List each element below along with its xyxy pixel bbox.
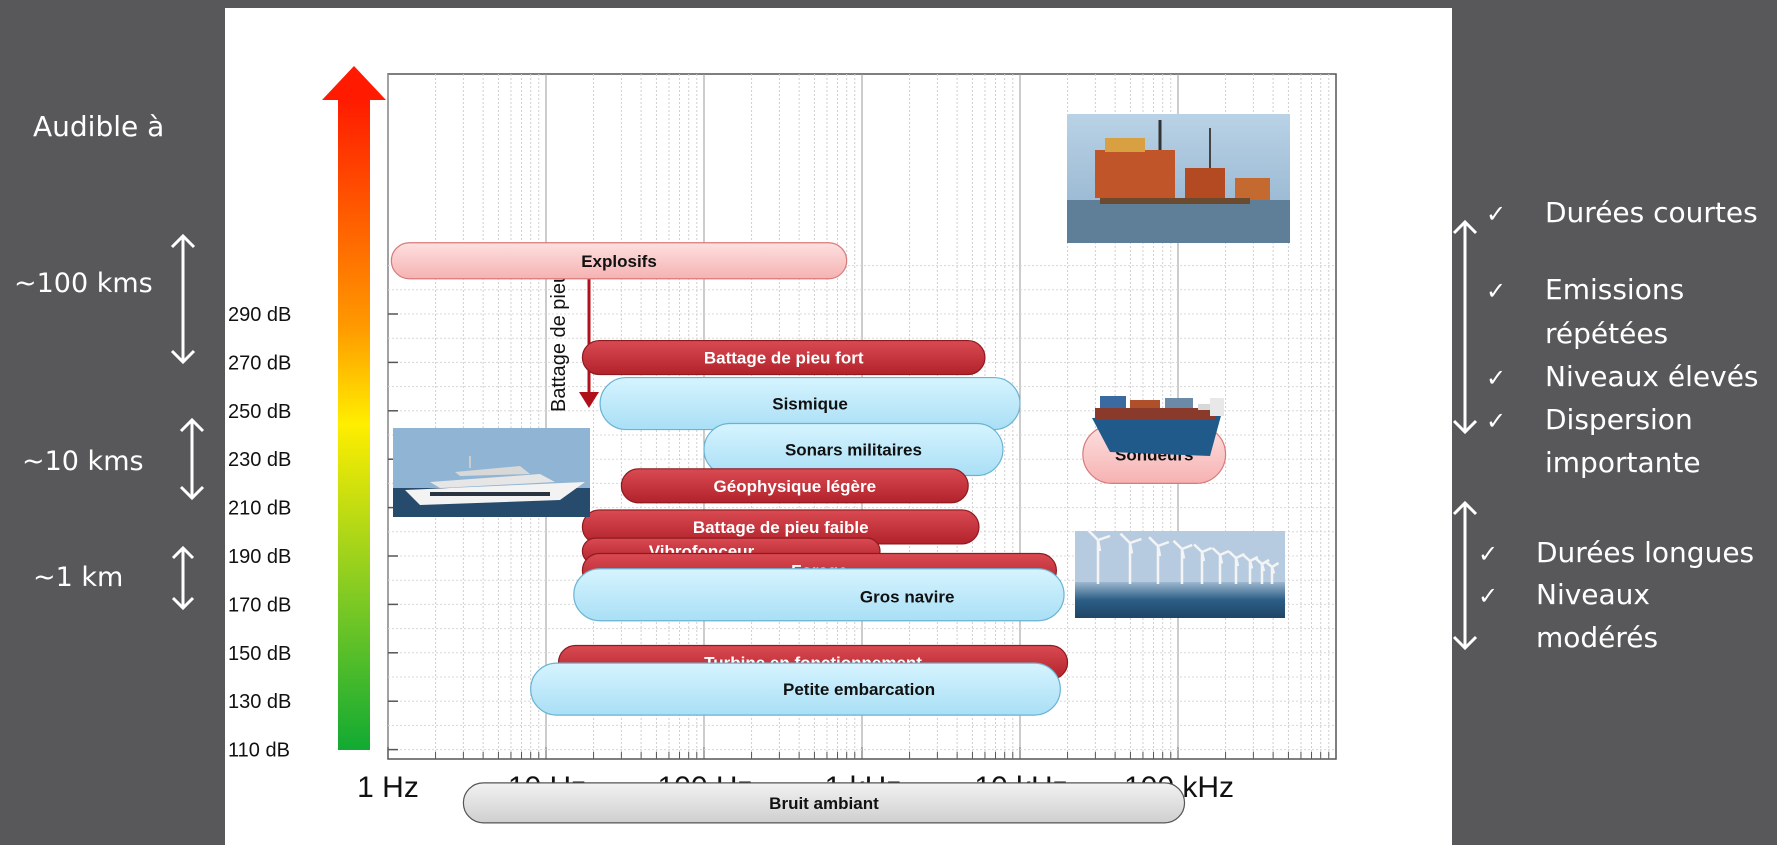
y-tick-label: 150 dB — [228, 643, 291, 665]
source-bar: Battage de pieu fort — [581, 339, 986, 376]
long-duration-note: Niveaux — [1536, 578, 1650, 611]
source-bar: Petite embarcation — [530, 662, 1061, 716]
y-tick-label: 210 dB — [228, 498, 291, 520]
source-bar: Géophysique légère — [620, 468, 969, 504]
long-duration-note: modérés — [1536, 621, 1658, 654]
source-bars: Explosifs Battage de pieu fort Sismique Son… — [390, 242, 1227, 824]
container-ship-photo — [1092, 396, 1224, 456]
checkmark-icon: ✓ — [1478, 582, 1498, 610]
source-bar-shape — [581, 339, 986, 376]
source-bar-shape — [462, 782, 1186, 824]
source-bar-label: Sonars militaires — [785, 441, 922, 460]
oil-platform-photo — [1067, 114, 1290, 243]
source-bar-label: Explosifs — [581, 252, 657, 271]
source-bar: Gros navire — [573, 568, 1065, 622]
short-duration-note: Emissions — [1545, 273, 1684, 306]
audible-title: Audible à — [33, 110, 164, 143]
source-bar: Bruit ambiant — [462, 782, 1186, 824]
y-tick-label: 270 dB — [228, 352, 291, 374]
source-bar: Sismique — [599, 376, 1021, 431]
source-bar-label: Battage de pieu fort — [704, 349, 864, 368]
checkmark-icon: ✓ — [1486, 200, 1506, 228]
source-bar-label: Gros navire — [860, 588, 955, 607]
y-axis-label: Battage de pieu — [548, 272, 570, 412]
y-tick-label: 190 dB — [228, 546, 291, 568]
y-tick-label: 290 dB — [228, 304, 291, 326]
y-tick-label: 250 dB — [228, 401, 291, 423]
y-tick-label: 170 dB — [228, 594, 291, 616]
short-duration-note: Durées courtes — [1545, 196, 1758, 229]
checkmark-icon: ✓ — [1486, 407, 1506, 435]
y-tick-label: 230 dB — [228, 449, 291, 471]
short-duration-note: répétées — [1545, 317, 1668, 350]
checkmark-icon: ✓ — [1486, 277, 1506, 305]
source-bar-shape — [530, 662, 1061, 716]
long-duration-note: Durées longues — [1536, 536, 1754, 569]
level-gradient-arrow — [322, 66, 386, 750]
y-tick-label: 110 dB — [228, 740, 290, 762]
checkmark-icon: ✓ — [1486, 364, 1506, 392]
short-duration-note: Dispersion — [1545, 403, 1693, 436]
range-10-kms: ~10 kms — [22, 446, 144, 477]
checkmark-icon: ✓ — [1478, 540, 1498, 568]
source-bar: Sonars militaires — [703, 422, 1004, 477]
source-bar-label: Géophysique légère — [714, 477, 877, 496]
short-duration-note: Niveaux élevés — [1545, 360, 1759, 393]
source-bar-label: Sismique — [772, 395, 848, 414]
source-bar-label: Bruit ambiant — [769, 794, 879, 813]
yacht-photo — [393, 428, 590, 517]
range-1-km: ~1 km — [33, 562, 123, 593]
range-100-kms: ~100 kms — [14, 268, 153, 299]
y-tick-label: 130 dB — [228, 691, 291, 713]
source-bar: Explosifs — [390, 242, 848, 280]
source-bar-shape — [573, 568, 1065, 622]
x-tick-label: 1 Hz — [357, 771, 419, 804]
source-bar-shape — [390, 242, 848, 280]
wind-farm-photo — [1075, 529, 1285, 618]
source-bar-shape — [620, 468, 969, 504]
short-duration-note: importante — [1545, 446, 1701, 479]
y-axis-ticks: 110 dB 130 dB 150 dB 170 dB 190 dB 210 dB 230 … — [228, 304, 398, 762]
source-bar-label: Petite embarcation — [783, 680, 935, 699]
source-bar-label: Battage de pieu faible — [693, 518, 869, 537]
